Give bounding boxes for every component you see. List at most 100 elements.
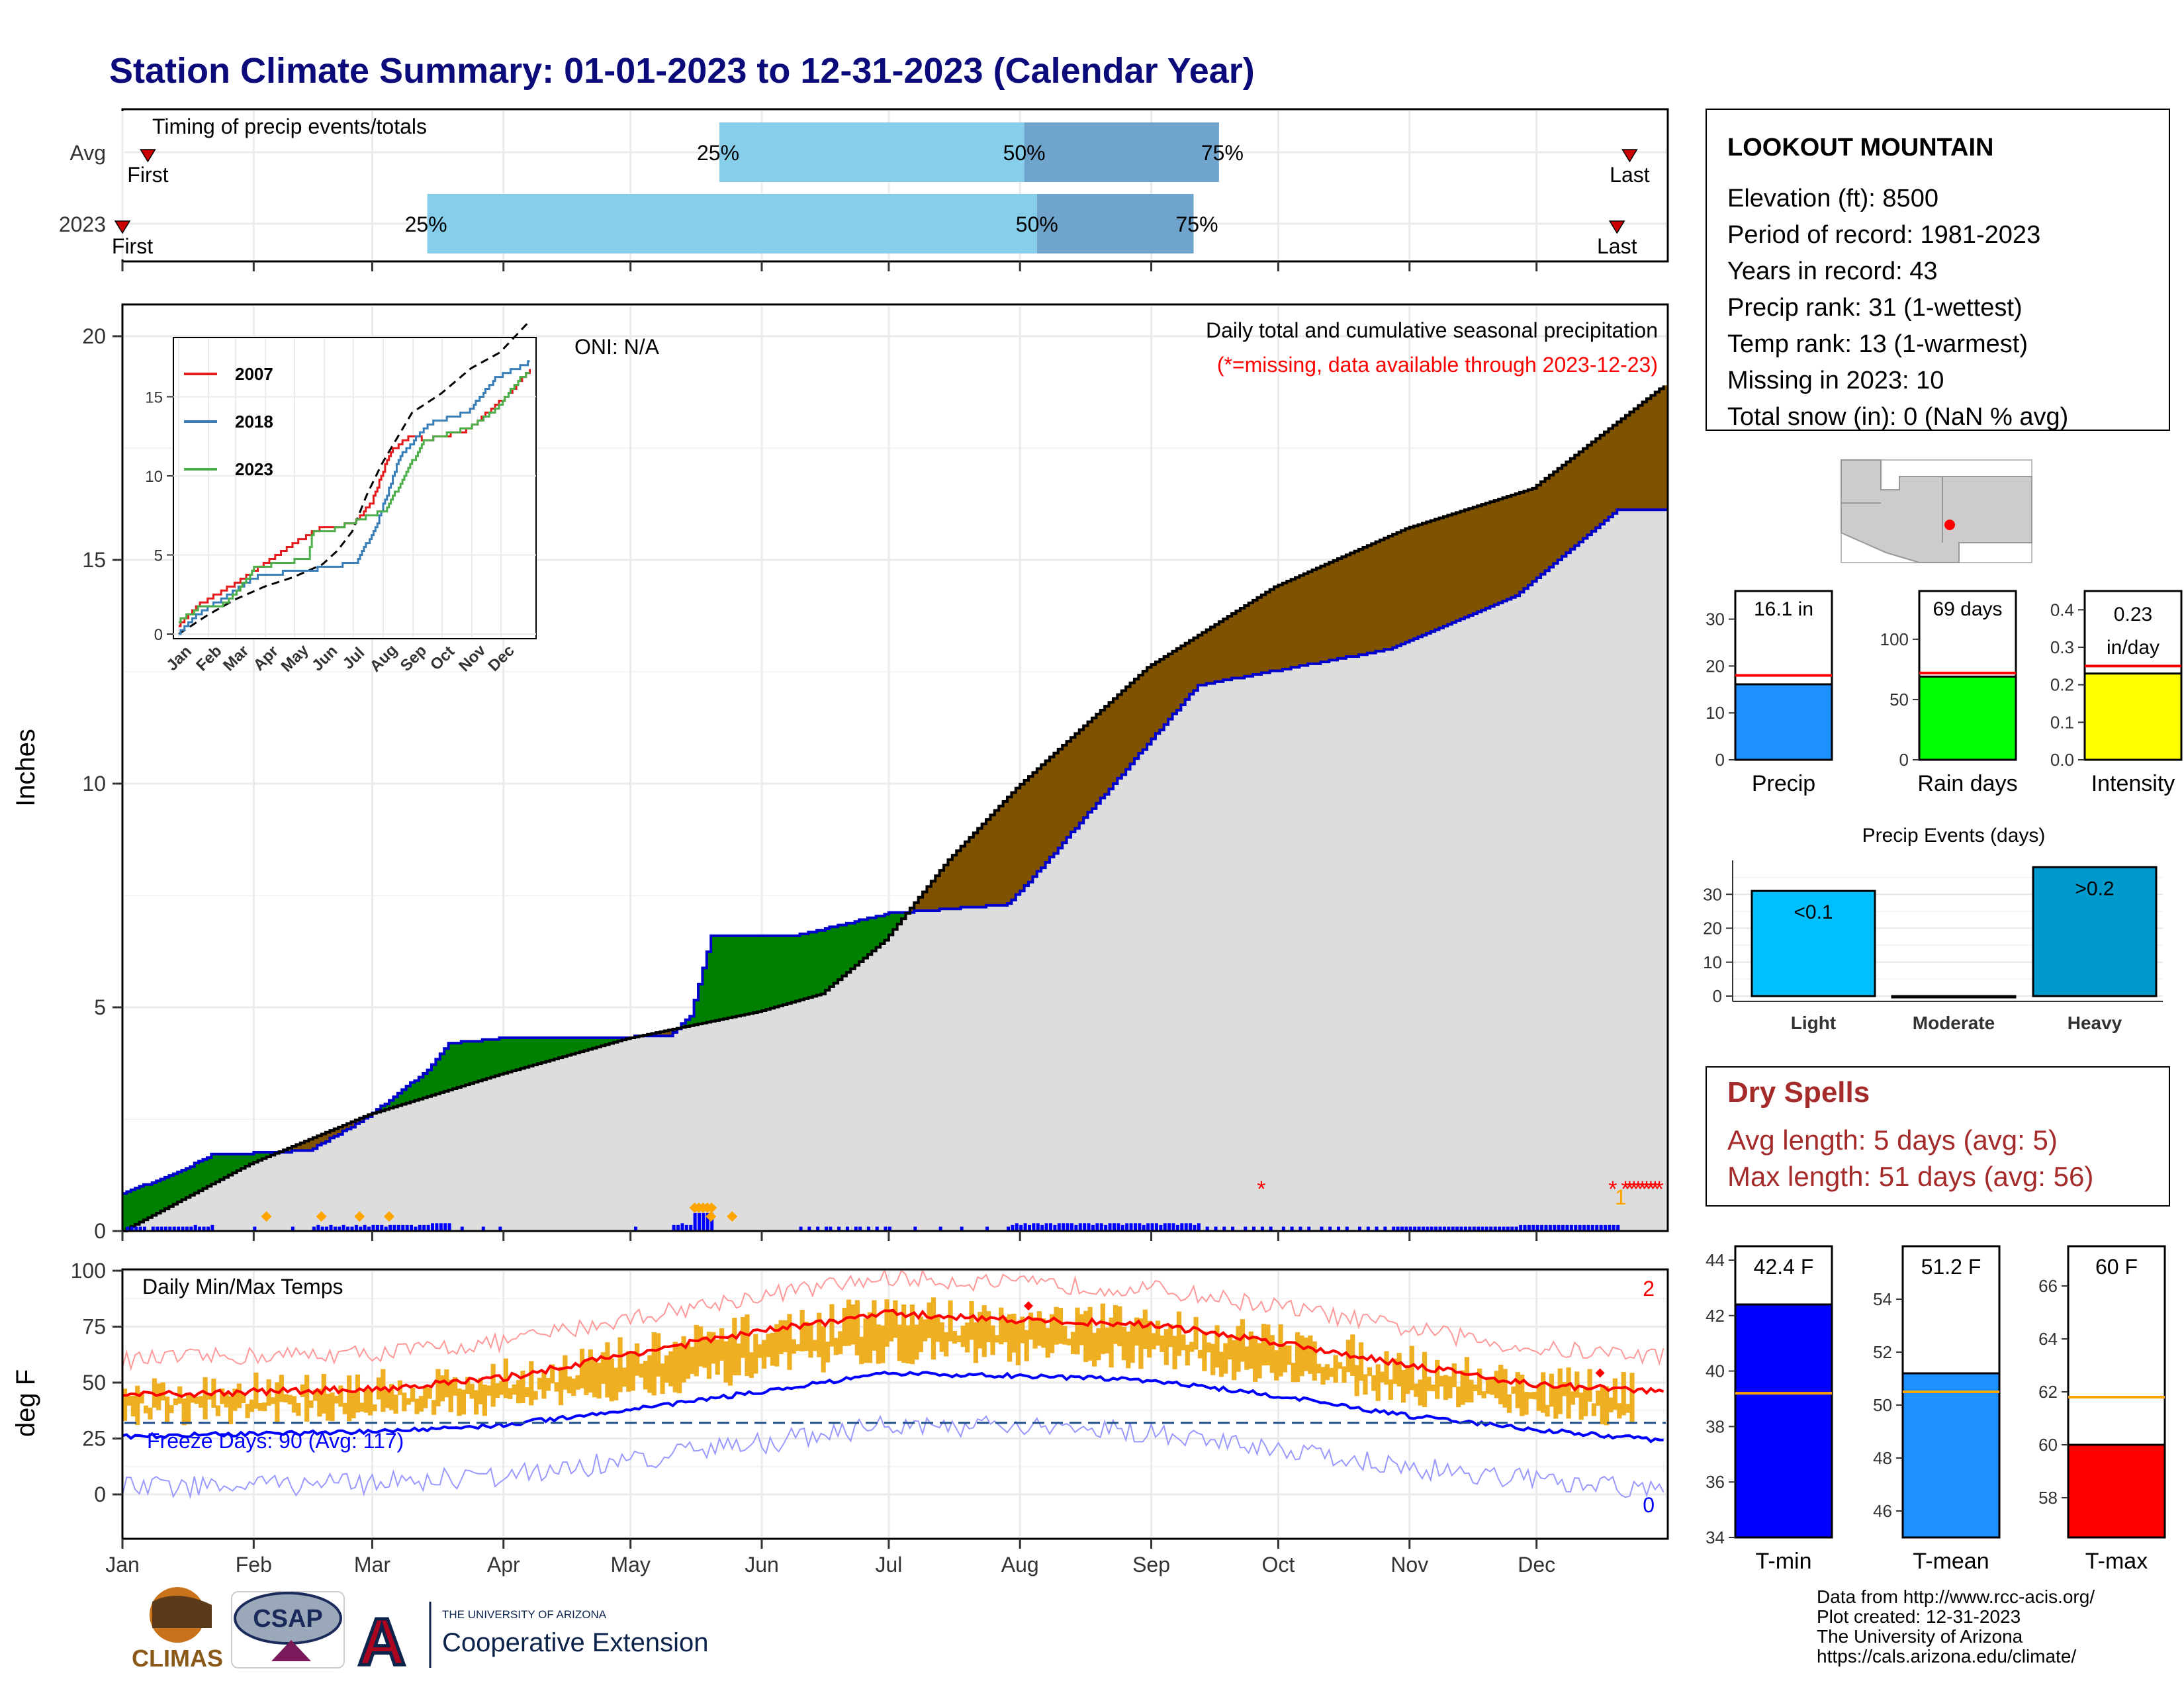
daily-temp-bar (1152, 1333, 1156, 1349)
daily-temp-bar (698, 1326, 703, 1366)
deficit-area (1397, 532, 1402, 645)
station-name: LOOKOUT MOUNTAIN (1727, 134, 1993, 161)
deficit-area (956, 850, 961, 909)
surplus-area (770, 936, 775, 1009)
surplus-area (474, 1041, 478, 1082)
surplus-area (753, 936, 758, 1013)
deficit-area (1181, 646, 1185, 705)
daily-precip-bar (1113, 1223, 1116, 1231)
surplus-area (787, 936, 792, 1003)
deficit-area (1545, 479, 1549, 571)
surplus-area (715, 936, 720, 1021)
daily-temp-bar (1541, 1372, 1545, 1412)
deficit-area (1367, 545, 1372, 653)
tempbar-value (2068, 1445, 2165, 1537)
surplus-area (846, 923, 851, 972)
daily-temp-bar (813, 1340, 817, 1351)
daily-temp-bar (499, 1381, 504, 1395)
deficit-area (1109, 702, 1114, 789)
surplus-area (813, 932, 817, 996)
minibar-value (1919, 676, 2016, 760)
deficit-area (1482, 504, 1486, 610)
month-tick-label: Nov (1390, 1553, 1428, 1577)
daily-temp-bar (287, 1395, 292, 1404)
deficit-area (1643, 402, 1647, 510)
deficit-area (1320, 566, 1325, 662)
tempbar-tick-label: 50 (1873, 1395, 1892, 1415)
daily-temp-bar (647, 1355, 652, 1393)
daily-temp-bar (728, 1337, 733, 1385)
daily-temp-bar (639, 1363, 643, 1377)
daily-temp-bar (617, 1338, 622, 1393)
deficit-area (1659, 388, 1664, 510)
minibar-tick-label: 0.4 (2050, 600, 2074, 619)
daily-temp-bar (334, 1396, 339, 1404)
deficit-area (1308, 572, 1312, 664)
deficit-area (1253, 600, 1257, 674)
daily-precip-bar (1134, 1223, 1137, 1231)
daily-temp-bar (1447, 1376, 1452, 1398)
daily-temp-bar (1600, 1385, 1605, 1424)
daily-temp-bar (1270, 1335, 1275, 1373)
deficit-area (1028, 776, 1033, 882)
surplus-area (457, 1043, 461, 1087)
temp-y-tick-label: 25 (82, 1427, 106, 1451)
deficit-area (1147, 667, 1152, 744)
inset-legend-label: 2007 (235, 364, 273, 384)
deficit-area (1477, 506, 1482, 612)
daily-temp-bar (304, 1375, 309, 1422)
station-line: Elevation (ft): 8500 (1727, 185, 1938, 212)
station-line: Period of record: 1981-2023 (1727, 221, 2040, 249)
deficit-area (974, 833, 978, 907)
daily-precip-bar (1197, 1223, 1201, 1231)
daily-temp-bar (800, 1310, 805, 1351)
deficit-area (1283, 583, 1287, 669)
month-tick-label: May (610, 1553, 650, 1577)
daily-temp-bar (1426, 1377, 1431, 1391)
daily-temp-bar (1096, 1328, 1101, 1360)
daily-temp-bar (1621, 1372, 1626, 1415)
daily-temp-bar (525, 1387, 529, 1397)
minibar-tick-label: 100 (1880, 629, 1909, 649)
surplus-area (762, 936, 766, 1011)
daily-temp-bar (1206, 1342, 1211, 1352)
ua-logo: A THE UNIVERSITY OF ARIZONA Cooperative … (358, 1602, 709, 1679)
daily-temp-bar (1016, 1324, 1021, 1365)
deficit-area (1600, 435, 1605, 524)
daily-precip-bar (1172, 1223, 1175, 1231)
daily-temp-bar (1232, 1340, 1236, 1380)
daily-temp-bar (1334, 1355, 1338, 1383)
daily-temp-bar (783, 1320, 788, 1352)
surplus-area (495, 1040, 500, 1076)
deficit-area (1024, 780, 1029, 886)
deficit-area (1050, 757, 1054, 857)
deficit-area (1016, 788, 1021, 895)
daily-temp-bar (1253, 1337, 1257, 1382)
daily-temp-bar (995, 1335, 999, 1342)
deficit-area (1638, 405, 1643, 510)
deficit-area (1592, 442, 1596, 531)
daily-temp-bar (935, 1316, 940, 1342)
daily-precip-bar (1024, 1223, 1027, 1231)
daily-temp-bar (850, 1304, 855, 1344)
events-category-label: Moderate (1913, 1013, 1995, 1033)
daily-precip-bar (1130, 1223, 1133, 1231)
daily-precip-bar (1189, 1223, 1192, 1231)
deficit-area (1265, 592, 1270, 673)
daily-temp-bar (1401, 1370, 1406, 1402)
deficit-area (1096, 714, 1101, 803)
daily-temp-bar (1583, 1387, 1588, 1416)
daily-temp-bar (719, 1328, 724, 1361)
surplus-area (220, 1154, 224, 1180)
deficit-area (1346, 555, 1351, 657)
surplus-area (478, 1041, 482, 1081)
timing-p50-label: 50% (1016, 212, 1058, 236)
daily-temp-bar (1092, 1333, 1097, 1367)
deficit-area (1075, 733, 1079, 828)
deficit-area (1138, 675, 1143, 753)
daily-temp-bar (842, 1308, 847, 1346)
deficit-area (1524, 491, 1528, 588)
deficit-area (1384, 538, 1388, 649)
